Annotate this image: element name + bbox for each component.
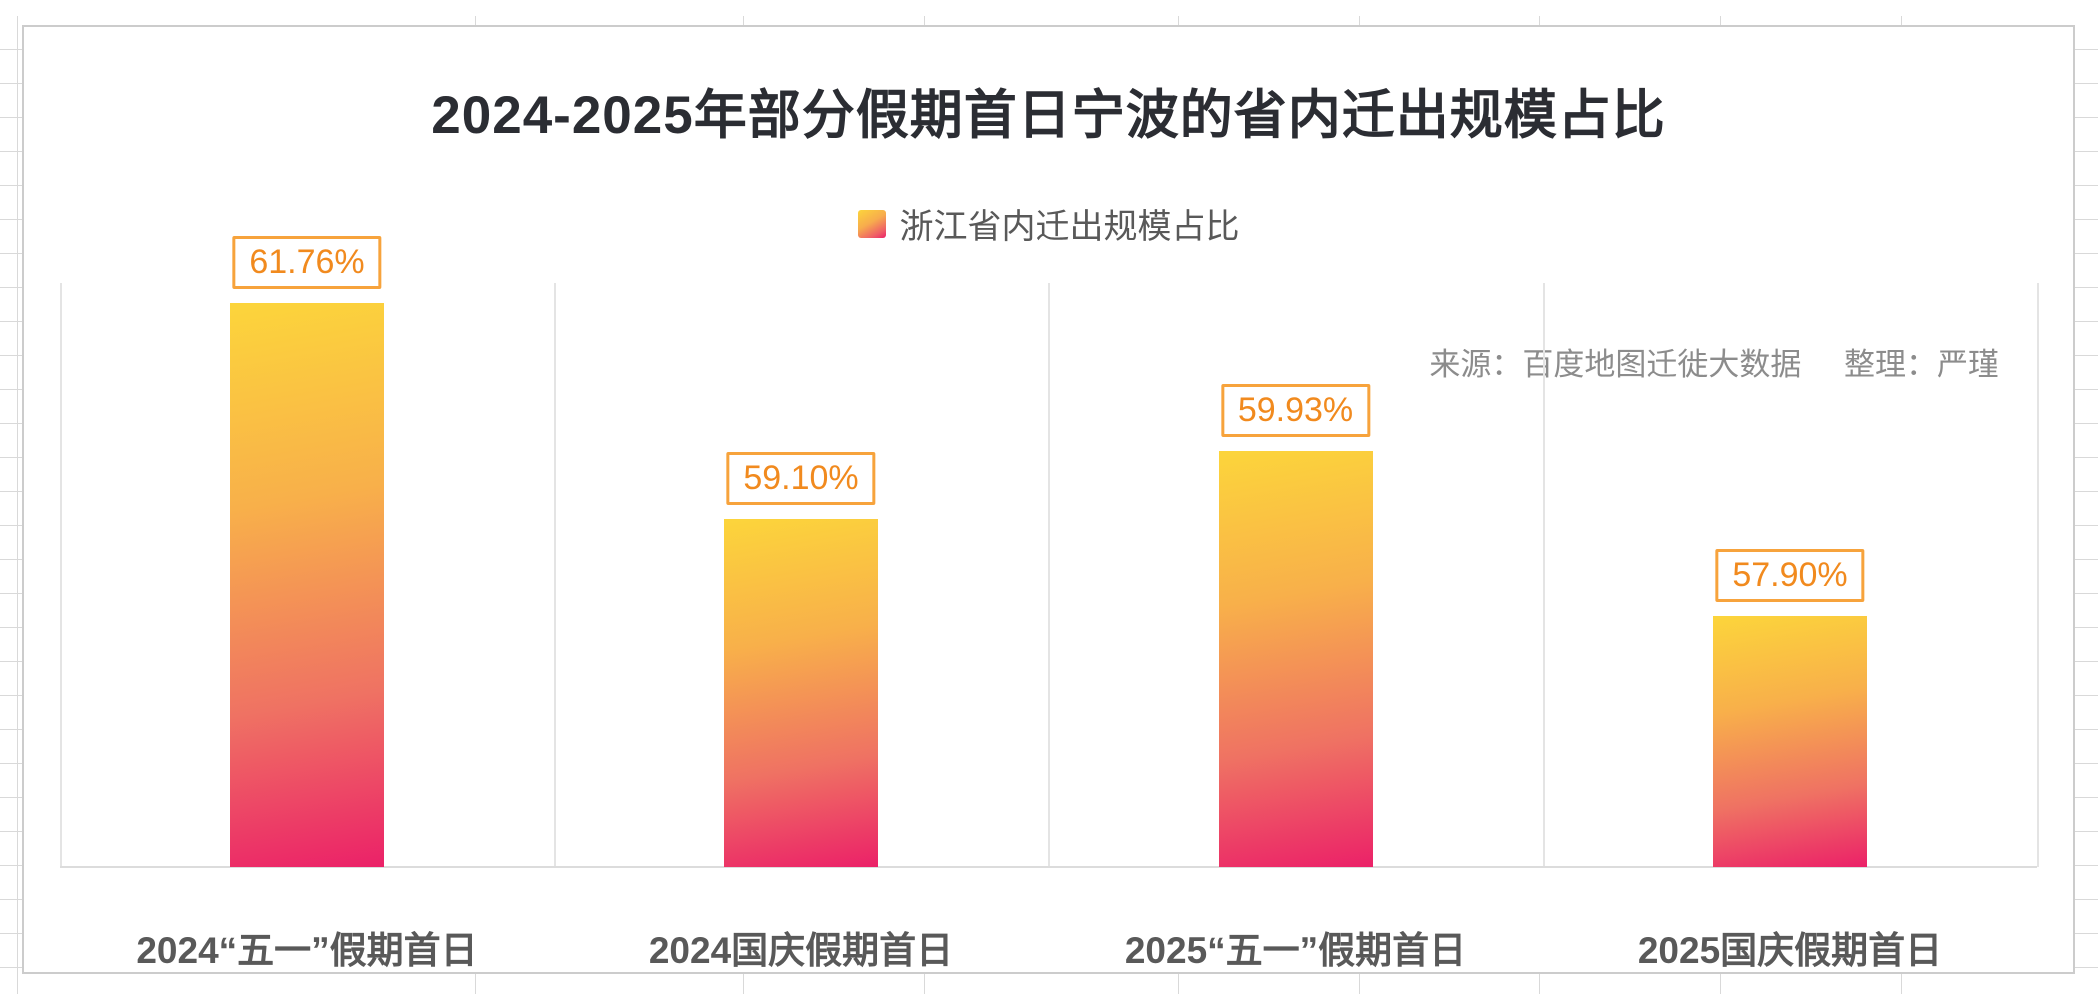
legend-item[interactable]: 浙江省内迁出规模占比 [24, 199, 2073, 248]
x-axis-category-label: 2024“五一”假期首日 [136, 930, 478, 971]
source-note: 来源：百度地图迁徙大数据 整理：严瑾 [1429, 339, 1999, 384]
source-text: 来源：百度地图迁徙大数据 [1429, 347, 1802, 382]
category-separator-gridline [554, 283, 556, 867]
editor-text: 整理：严瑾 [1844, 347, 1999, 382]
legend-swatch-icon [857, 209, 886, 238]
bar-2[interactable] [724, 519, 878, 867]
chart-title: 2024-2025年部分假期首日宁波的省内迁出规模占比 [431, 86, 1666, 145]
value-label: 59.10% [726, 452, 876, 505]
x-axis-line [60, 866, 2037, 868]
x-axis-category-label: 2025“五一”假期首日 [1124, 930, 1467, 971]
chart-container[interactable]: 2024-2025年部分假期首日宁波的省内迁出规模占比 浙江省内迁出规模占比 来… [22, 25, 2075, 974]
x-axis-category-label: 2024国庆假期首日 [648, 930, 954, 971]
value-label: 57.90% [1715, 549, 1865, 602]
bar-4[interactable] [1713, 616, 1867, 867]
bar-1[interactable] [230, 303, 384, 867]
legend-label: 浙江省内迁出规模占比 [899, 208, 1240, 246]
category-separator-gridline [60, 283, 62, 867]
category-separator-gridline [2037, 283, 2039, 867]
value-label: 59.93% [1220, 384, 1371, 437]
bar-3[interactable] [1219, 451, 1373, 867]
category-separator-gridline [1543, 283, 1545, 867]
x-axis-category-label: 2025国庆假期首日 [1637, 930, 1943, 971]
category-separator-gridline [1048, 283, 1050, 867]
value-label: 61.76% [232, 236, 382, 289]
spreadsheet-gridline [17, 16, 18, 994]
